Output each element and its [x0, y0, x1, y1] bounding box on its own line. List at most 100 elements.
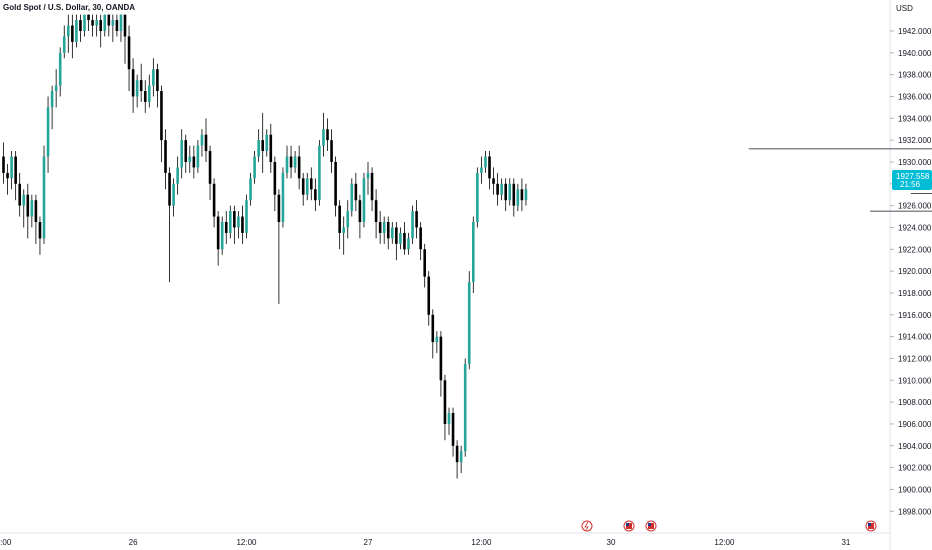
event-flag-us-3[interactable]	[865, 520, 877, 532]
candle	[224, 211, 228, 244]
candle	[427, 271, 431, 326]
event-flag-us-1[interactable]	[623, 520, 635, 532]
candle-body	[358, 200, 362, 223]
candle	[285, 145, 289, 179]
candle	[358, 194, 362, 239]
candle-body	[297, 156, 301, 179]
price-tag-background	[892, 170, 932, 190]
candle	[472, 216, 475, 293]
candle	[71, 14, 74, 59]
lightning-icon	[584, 521, 589, 531]
event-flags[interactable]	[581, 520, 877, 532]
y-tick-label: 1902.000	[898, 464, 932, 473]
candle	[439, 331, 443, 397]
candle-body	[459, 451, 463, 463]
candle	[346, 200, 350, 239]
y-tick-label: 1936.000	[898, 92, 932, 101]
candle-body	[322, 129, 325, 146]
candle	[419, 222, 422, 261]
candle	[281, 167, 285, 228]
candle-body	[261, 140, 264, 152]
candle-body	[208, 151, 212, 184]
candle-body	[180, 140, 183, 168]
candle	[322, 112, 325, 157]
candle-body	[54, 85, 58, 92]
candle	[423, 243, 426, 288]
candle-body	[83, 14, 86, 31]
candle-body	[423, 249, 426, 277]
candle-body	[18, 183, 21, 206]
candle-body	[407, 238, 410, 250]
y-tick-label: 1904.000	[898, 442, 932, 451]
candle-body	[293, 156, 297, 168]
candle	[42, 145, 46, 244]
candle-body	[366, 172, 370, 179]
candle	[75, 14, 78, 48]
candle	[293, 151, 297, 173]
candle	[249, 172, 252, 206]
candle-body	[496, 183, 499, 195]
candle-body	[196, 145, 200, 168]
candle-body	[200, 134, 204, 146]
candle	[330, 129, 333, 173]
current-price-label: 1927.558	[896, 172, 930, 181]
candle	[103, 14, 107, 37]
candle	[212, 178, 216, 228]
candle	[520, 178, 524, 212]
event-flag-us-2[interactable]	[645, 520, 657, 532]
candle	[443, 374, 447, 441]
candle-body	[330, 140, 333, 162]
candle	[370, 167, 374, 212]
candle-body	[419, 227, 422, 250]
candle	[524, 183, 528, 206]
event-flag-lightning[interactable]	[581, 520, 593, 532]
candle-body	[123, 14, 127, 37]
candle	[2, 142, 5, 184]
x-tick-label: 30	[607, 538, 616, 547]
candle-body	[107, 14, 111, 26]
candle-body	[192, 156, 196, 168]
candle	[46, 96, 50, 173]
candle	[269, 123, 273, 173]
candle-body	[289, 156, 293, 168]
candle	[455, 440, 459, 479]
candle	[152, 58, 155, 97]
candle	[14, 151, 17, 201]
candle-body	[427, 276, 431, 315]
candle-body	[310, 178, 313, 190]
candle	[326, 118, 329, 152]
candle-body	[58, 52, 62, 86]
candle	[107, 14, 111, 37]
candle	[241, 205, 244, 244]
candle-body	[301, 178, 305, 195]
y-tick-label: 1898.000	[898, 507, 932, 516]
candle-body	[34, 200, 38, 223]
candle	[459, 445, 463, 474]
candle	[451, 407, 455, 457]
candle-body	[67, 25, 70, 37]
candle-body	[71, 25, 74, 42]
candle	[54, 69, 58, 108]
candle-body	[216, 216, 220, 250]
candle-body	[370, 172, 374, 201]
candle-body	[6, 172, 9, 179]
candle	[208, 145, 212, 201]
y-tick-label: 1918.000	[898, 289, 932, 298]
candle	[411, 205, 414, 244]
candle-body	[233, 211, 236, 228]
candle-body	[504, 183, 507, 201]
candle	[176, 156, 179, 195]
candle	[172, 178, 175, 217]
y-tick-label: 1920.000	[898, 267, 932, 276]
y-tick-label: 1912.000	[898, 354, 932, 363]
candle	[476, 167, 479, 228]
y-tick-label: 1932.000	[898, 136, 932, 145]
candle	[156, 63, 159, 108]
candle-body	[204, 134, 208, 152]
candle-body	[131, 69, 135, 97]
candle	[143, 80, 147, 113]
candle	[10, 151, 13, 190]
candle-body	[99, 20, 102, 31]
candle-body	[30, 200, 34, 217]
